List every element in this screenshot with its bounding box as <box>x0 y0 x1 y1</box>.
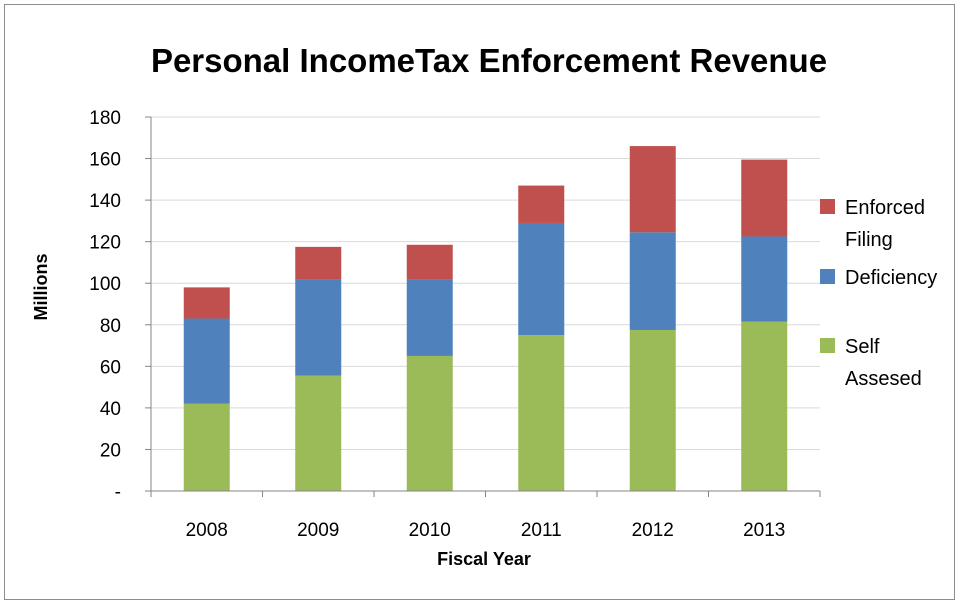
bar-2011-series-0 <box>518 335 565 491</box>
bar-2011-series-1 <box>518 222 565 336</box>
bar-2013-series-0 <box>741 321 788 491</box>
legend-swatch-1 <box>820 269 835 284</box>
y-tick-label: 160 <box>89 150 121 171</box>
legend: Enforced Filing Deficiency Self Assesed <box>820 197 937 390</box>
x-tick-label: 2011 <box>521 520 562 541</box>
bar-2008-series-1 <box>183 318 230 404</box>
bar-2009-series-1 <box>295 279 342 376</box>
bar-2009-series-0 <box>295 375 342 491</box>
y-tick-label: 20 <box>100 440 121 461</box>
y-tick-labels: - 20 40 60 80 100 120 140 160 180 <box>89 108 121 503</box>
gridlines <box>151 116 820 450</box>
y-tick-label: 80 <box>100 316 121 337</box>
x-tick-label: 2012 <box>632 520 674 541</box>
bar-2010-series-2 <box>406 244 453 280</box>
axes <box>145 116 821 497</box>
legend-label: Filing <box>845 229 893 251</box>
bar-2008-series-0 <box>183 403 230 491</box>
legend-label: Self <box>845 336 880 358</box>
x-tick-labels: 2008 2009 2010 2011 2012 2013 <box>186 520 786 541</box>
bar-2009-series-2 <box>295 246 342 280</box>
y-tick-label: 40 <box>100 399 121 420</box>
bar-2012-series-2 <box>629 146 676 233</box>
bar-2010-series-0 <box>406 355 453 491</box>
chart-svg: Personal IncomeTax Enforcement Revenue -… <box>31 42 937 569</box>
y-tick-label: 120 <box>89 233 121 254</box>
bar-2011-series-2 <box>518 185 565 223</box>
bar-2012-series-1 <box>629 232 676 330</box>
y-tick-label: 140 <box>89 191 121 212</box>
bar-2008-series-2 <box>183 287 230 319</box>
bar-2012-series-0 <box>629 329 676 491</box>
bar-2013-series-1 <box>741 236 788 322</box>
bar-2013-series-2 <box>741 159 788 237</box>
legend-label: Enforced <box>845 197 925 219</box>
bar-2010-series-1 <box>406 279 453 356</box>
bars <box>183 146 788 491</box>
legend-swatch-0 <box>820 199 835 214</box>
y-tick-label: - <box>115 482 121 503</box>
legend-label: Deficiency <box>845 267 937 289</box>
x-tick-label: 2008 <box>186 520 228 541</box>
x-tick-label: 2013 <box>743 520 785 541</box>
legend-label: Assesed <box>845 368 922 390</box>
legend-swatch-2 <box>820 338 835 353</box>
y-tick-label: 180 <box>89 108 121 129</box>
chart-title: Personal IncomeTax Enforcement Revenue <box>151 42 827 79</box>
x-tick-label: 2010 <box>409 520 451 541</box>
y-tick-label: 100 <box>89 274 121 295</box>
y-tick-label: 60 <box>100 357 121 378</box>
x-axis-title: Fiscal Year <box>437 549 531 569</box>
x-tick-label: 2009 <box>297 520 339 541</box>
chart-area: Personal IncomeTax Enforcement Revenue -… <box>4 4 955 600</box>
y-axis-title: Millions <box>31 254 51 321</box>
